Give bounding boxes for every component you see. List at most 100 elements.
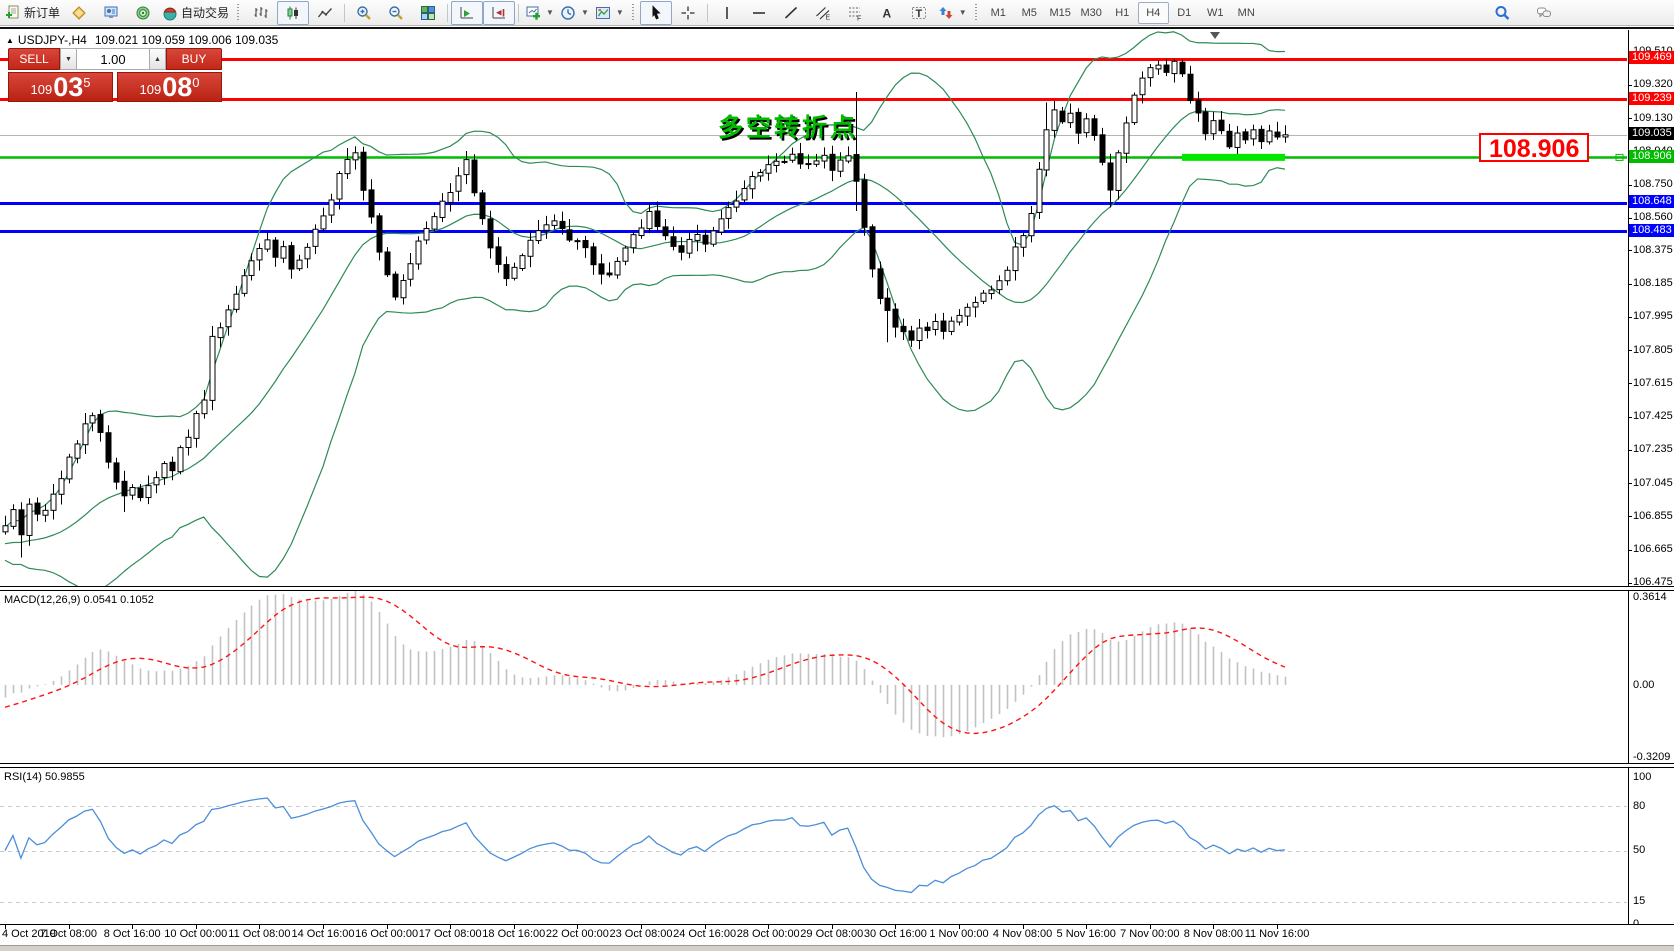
market-watch-button[interactable] xyxy=(95,1,127,25)
candle-body[interactable] xyxy=(1250,129,1257,140)
panel-separator[interactable] xyxy=(0,763,1674,768)
candle-body[interactable] xyxy=(718,218,725,233)
candle-body[interactable] xyxy=(431,216,438,230)
candle-body[interactable] xyxy=(233,293,240,310)
candle-body[interactable] xyxy=(312,228,319,247)
text-label-button[interactable]: T xyxy=(903,1,935,25)
hline-anchor-handle[interactable] xyxy=(1615,153,1624,161)
candle-body[interactable] xyxy=(1179,61,1186,75)
candle-body[interactable] xyxy=(1012,246,1019,272)
candle-body[interactable] xyxy=(415,240,422,265)
candle-body[interactable] xyxy=(82,423,89,446)
periods-button[interactable]: ▼ xyxy=(557,1,592,25)
candle-body[interactable] xyxy=(519,255,526,270)
candle-body[interactable] xyxy=(1067,112,1074,124)
templates-button[interactable]: ▼ xyxy=(592,1,627,25)
chart-shift-button[interactable] xyxy=(483,0,516,25)
candle-body[interactable] xyxy=(145,485,152,499)
candle-body[interactable] xyxy=(18,509,25,536)
dropdown-arrow-icon[interactable]: ▼ xyxy=(615,8,624,17)
candle-body[interactable] xyxy=(606,272,613,276)
candle-body[interactable] xyxy=(757,172,764,177)
candle-body[interactable] xyxy=(845,155,852,162)
candle-body[interactable] xyxy=(272,239,279,258)
candle-body[interactable] xyxy=(320,215,327,230)
candle-body[interactable] xyxy=(877,268,884,299)
candle-body[interactable] xyxy=(614,260,621,276)
candle-body[interactable] xyxy=(638,227,645,237)
dropdown-arrow-icon[interactable]: ▼ xyxy=(580,8,589,17)
candle-body[interactable] xyxy=(670,236,677,247)
toolbar-drag-handle[interactable] xyxy=(236,3,242,22)
candle-body[interactable] xyxy=(50,493,57,511)
candle-body[interactable] xyxy=(217,327,224,339)
candle-body[interactable] xyxy=(1266,130,1273,143)
candle-body[interactable] xyxy=(447,191,454,203)
candle-body[interactable] xyxy=(161,463,168,479)
candle-body[interactable] xyxy=(829,153,836,171)
candle-body[interactable] xyxy=(813,160,820,165)
candle-body[interactable] xyxy=(821,154,828,162)
candle-body[interactable] xyxy=(559,220,566,230)
rsi-indicator-panel[interactable] xyxy=(0,768,1628,926)
timeframe-h1-button[interactable]: H1 xyxy=(1115,6,1130,19)
candle-body[interactable] xyxy=(932,320,939,330)
candle-body[interactable] xyxy=(1163,64,1170,73)
candle-body[interactable] xyxy=(566,229,573,241)
candle-body[interactable] xyxy=(1028,213,1035,237)
new-chart-button[interactable]: ▼ xyxy=(522,1,557,25)
candle-body[interactable] xyxy=(765,164,772,174)
candle-body[interactable] xyxy=(1210,120,1217,135)
candle-body[interactable] xyxy=(1099,134,1106,163)
bollinger-lower-band[interactable] xyxy=(4,167,1286,586)
panel-separator[interactable] xyxy=(0,586,1674,591)
candle-body[interactable] xyxy=(988,289,995,295)
text-button[interactable]: A xyxy=(871,1,903,25)
candle-body[interactable] xyxy=(797,153,804,165)
timeframe-w1-button[interactable]: W1 xyxy=(1206,6,1224,19)
candle-body[interactable] xyxy=(1131,94,1138,124)
candle-body[interactable] xyxy=(1155,64,1162,70)
candle-body[interactable] xyxy=(1139,77,1146,96)
candle-body[interactable] xyxy=(1195,99,1202,114)
new-order-button[interactable]: 新订单 xyxy=(2,1,63,25)
candle-body[interactable] xyxy=(225,309,232,328)
candle-body[interactable] xyxy=(336,173,343,200)
candle-body[interactable] xyxy=(916,327,923,342)
candle-body[interactable] xyxy=(725,207,732,219)
candle-body[interactable] xyxy=(853,154,860,182)
main-price-chart[interactable] xyxy=(0,30,1628,586)
candle-body[interactable] xyxy=(1051,109,1058,131)
metaeditor-button[interactable] xyxy=(63,1,95,25)
candle-body[interactable] xyxy=(1187,73,1194,102)
candle-body[interactable] xyxy=(1115,152,1122,191)
candle-body[interactable] xyxy=(423,227,430,241)
zoom-in-button[interactable] xyxy=(348,1,380,25)
buy-button[interactable]: BUY xyxy=(166,48,222,70)
candle-body[interactable] xyxy=(471,159,478,194)
candle-body[interactable] xyxy=(924,326,931,332)
candle-body[interactable] xyxy=(455,175,462,192)
vertical-line-button[interactable] xyxy=(711,1,743,25)
candle-body[interactable] xyxy=(344,158,351,175)
line-chart-button[interactable] xyxy=(309,1,341,25)
candle-body[interactable] xyxy=(384,251,391,276)
volume-input[interactable] xyxy=(77,48,149,70)
bar-chart-button[interactable] xyxy=(245,1,277,25)
timeframe-m15-button[interactable]: M15 xyxy=(1049,6,1071,19)
candle-body[interactable] xyxy=(400,279,407,299)
candle-body[interactable] xyxy=(288,245,295,270)
candle-body[interactable] xyxy=(694,233,701,241)
chat-button[interactable] xyxy=(1528,1,1560,25)
volume-increase-button[interactable]: ▲ xyxy=(149,48,166,70)
candle-body[interactable] xyxy=(248,260,255,276)
candle-body[interactable] xyxy=(1282,134,1289,138)
timeframe-m30-button[interactable]: M30 xyxy=(1080,6,1102,19)
candle-body[interactable] xyxy=(360,151,367,191)
candle-body[interactable] xyxy=(574,240,581,243)
candle-body[interactable] xyxy=(1036,168,1043,213)
candle-body[interactable] xyxy=(678,245,685,253)
dropdown-arrow-icon[interactable]: ▼ xyxy=(958,8,967,17)
toolbar-drag-handle[interactable] xyxy=(630,3,636,22)
candle-body[interactable] xyxy=(710,230,717,245)
